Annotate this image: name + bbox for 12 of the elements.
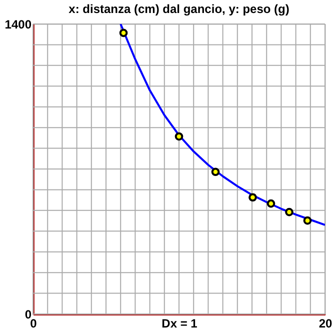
x-tick-label: 20 (318, 316, 332, 330)
point (266, 199, 276, 208)
y-tick-label: 1400 (4, 18, 32, 32)
point (119, 28, 128, 38)
point (174, 132, 184, 141)
chart-title: x: distanza (cm) dal gancio, y: peso (g) (68, 2, 290, 16)
line-series (120, 24, 325, 226)
point (248, 193, 257, 202)
x-axis-title: Dx = 1 (162, 316, 198, 330)
point (285, 208, 294, 216)
point (303, 216, 312, 225)
point (211, 168, 220, 176)
